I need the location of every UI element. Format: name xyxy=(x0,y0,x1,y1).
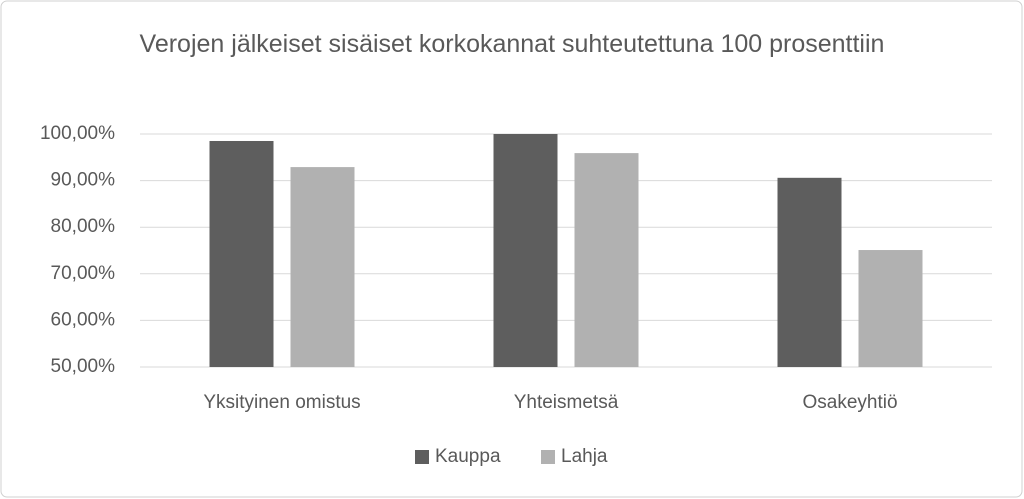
x-tick-label: Yhteismetsä xyxy=(514,392,619,413)
bar xyxy=(574,153,639,367)
y-tick-label: 50,00% xyxy=(51,356,116,377)
bar xyxy=(493,134,558,367)
bar xyxy=(858,250,923,367)
chart-title: Verojen jälkeiset sisäiset korkokannat s… xyxy=(139,30,885,58)
bar xyxy=(209,140,274,367)
y-tick-label: 60,00% xyxy=(51,309,116,330)
legend-swatch xyxy=(415,450,429,464)
y-tick-label: 90,00% xyxy=(51,170,116,191)
bar xyxy=(777,177,842,367)
legend-swatch xyxy=(541,450,555,464)
y-tick-label: 100,00% xyxy=(40,123,115,144)
legend-label: Lahja xyxy=(561,446,608,467)
legend-label: Kauppa xyxy=(435,446,501,467)
bar xyxy=(290,167,355,367)
x-tick-label: Yksityinen omistus xyxy=(203,392,360,413)
y-tick-label: 70,00% xyxy=(51,263,116,284)
y-tick-label: 80,00% xyxy=(51,216,116,237)
x-tick-label: Osakeyhtiö xyxy=(802,392,897,413)
